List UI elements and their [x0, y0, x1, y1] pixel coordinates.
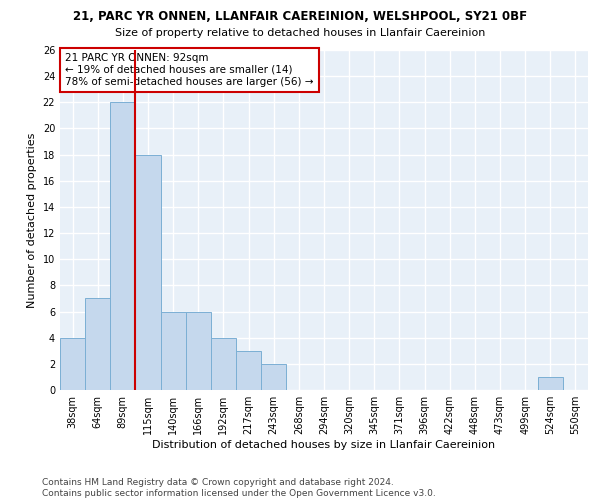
Bar: [186, 312, 211, 390]
Bar: [60, 338, 85, 390]
Bar: [85, 298, 110, 390]
Text: 21 PARC YR ONNEN: 92sqm
← 19% of detached houses are smaller (14)
78% of semi-de: 21 PARC YR ONNEN: 92sqm ← 19% of detache…: [65, 54, 314, 86]
Text: Size of property relative to detached houses in Llanfair Caereinion: Size of property relative to detached ho…: [115, 28, 485, 38]
Bar: [538, 377, 563, 390]
Bar: [110, 102, 136, 390]
Bar: [236, 351, 261, 390]
Text: Contains HM Land Registry data © Crown copyright and database right 2024.
Contai: Contains HM Land Registry data © Crown c…: [42, 478, 436, 498]
Bar: [136, 154, 161, 390]
Text: 21, PARC YR ONNEN, LLANFAIR CAEREINION, WELSHPOOL, SY21 0BF: 21, PARC YR ONNEN, LLANFAIR CAEREINION, …: [73, 10, 527, 23]
Bar: [211, 338, 236, 390]
Bar: [161, 312, 186, 390]
X-axis label: Distribution of detached houses by size in Llanfair Caereinion: Distribution of detached houses by size …: [152, 440, 496, 450]
Bar: [261, 364, 286, 390]
Y-axis label: Number of detached properties: Number of detached properties: [27, 132, 37, 308]
